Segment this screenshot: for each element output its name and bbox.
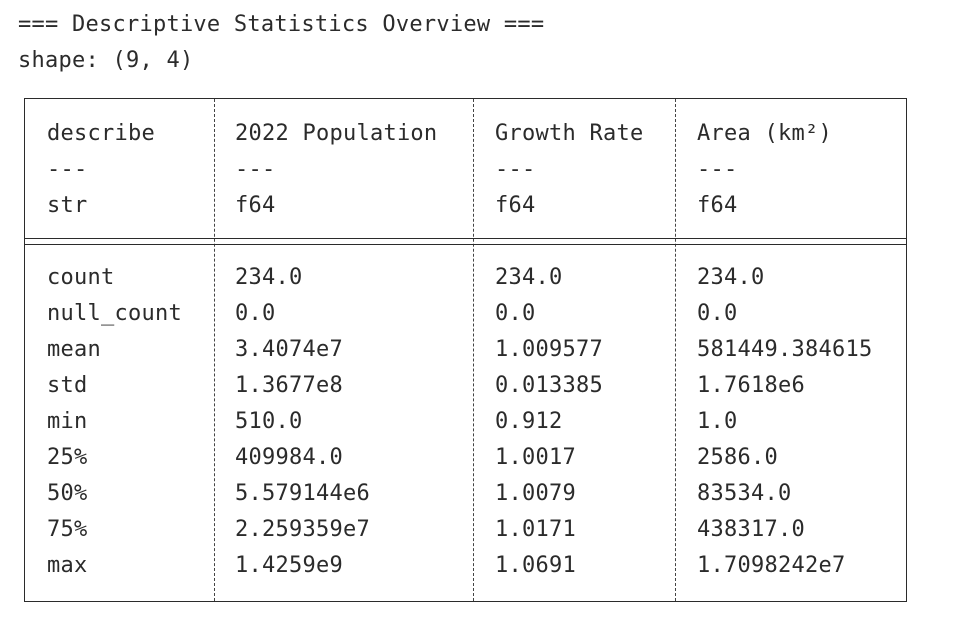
table-cell: 0.0 (697, 301, 738, 326)
table-cell: 2586.0 (697, 445, 778, 470)
table-cell: 83534.0 (697, 481, 792, 506)
column-dtype: f64 (495, 193, 536, 218)
header-separator-line (25, 244, 906, 245)
row-label: std (47, 373, 88, 398)
column-header-separator: --- (697, 157, 738, 182)
column-divider (675, 99, 676, 601)
column-divider (473, 99, 474, 601)
row-label: count (47, 265, 115, 290)
table-cell: 1.0171 (495, 517, 576, 542)
column-header-separator: --- (47, 157, 88, 182)
table-cell: 234.0 (235, 265, 303, 290)
column-dtype: str (47, 193, 88, 218)
table-cell: 1.4259e9 (235, 553, 343, 578)
table-cell: 2.259359e7 (235, 517, 370, 542)
table-cell: 1.0017 (495, 445, 576, 470)
row-label: 25% (47, 445, 88, 470)
row-label: 75% (47, 517, 88, 542)
table-cell: 1.0079 (495, 481, 576, 506)
row-label: min (47, 409, 88, 434)
table-cell: 1.3677e8 (235, 373, 343, 398)
table-cell: 5.579144e6 (235, 481, 370, 506)
row-label: 50% (47, 481, 88, 506)
table-cell: 438317.0 (697, 517, 805, 542)
table-cell: 409984.0 (235, 445, 343, 470)
describe-table: describe --- str 2022 Population --- f64 Growt… (24, 98, 907, 602)
table-cell: 0.0 (495, 301, 536, 326)
shape-line: shape: (9, 4) (18, 48, 194, 73)
column-header: describe (47, 121, 155, 146)
column-divider (214, 99, 215, 601)
table-cell: 1.009577 (495, 337, 603, 362)
table-cell: 234.0 (495, 265, 563, 290)
row-label: max (47, 553, 88, 578)
column-header: 2022 Population (235, 121, 438, 146)
table-cell: 581449.384615 (697, 337, 873, 362)
table-cell: 0.0 (235, 301, 276, 326)
table-cell: 1.0 (697, 409, 738, 434)
table-cell: 510.0 (235, 409, 303, 434)
column-header: Growth Rate (495, 121, 644, 146)
table-cell: 0.912 (495, 409, 563, 434)
header-separator-line (25, 238, 906, 239)
column-dtype: f64 (235, 193, 276, 218)
column-header: Area (km²) (697, 121, 832, 146)
table-cell: 1.7618e6 (697, 373, 805, 398)
table-cell: 3.4074e7 (235, 337, 343, 362)
table-cell: 234.0 (697, 265, 765, 290)
row-label: mean (47, 337, 101, 362)
table-cell: 0.013385 (495, 373, 603, 398)
column-header-separator: --- (495, 157, 536, 182)
column-dtype: f64 (697, 193, 738, 218)
table-cell: 1.0691 (495, 553, 576, 578)
column-header-separator: --- (235, 157, 276, 182)
title-line: === Descriptive Statistics Overview === (18, 12, 545, 37)
row-label: null_count (47, 301, 182, 326)
table-cell: 1.7098242e7 (697, 553, 846, 578)
